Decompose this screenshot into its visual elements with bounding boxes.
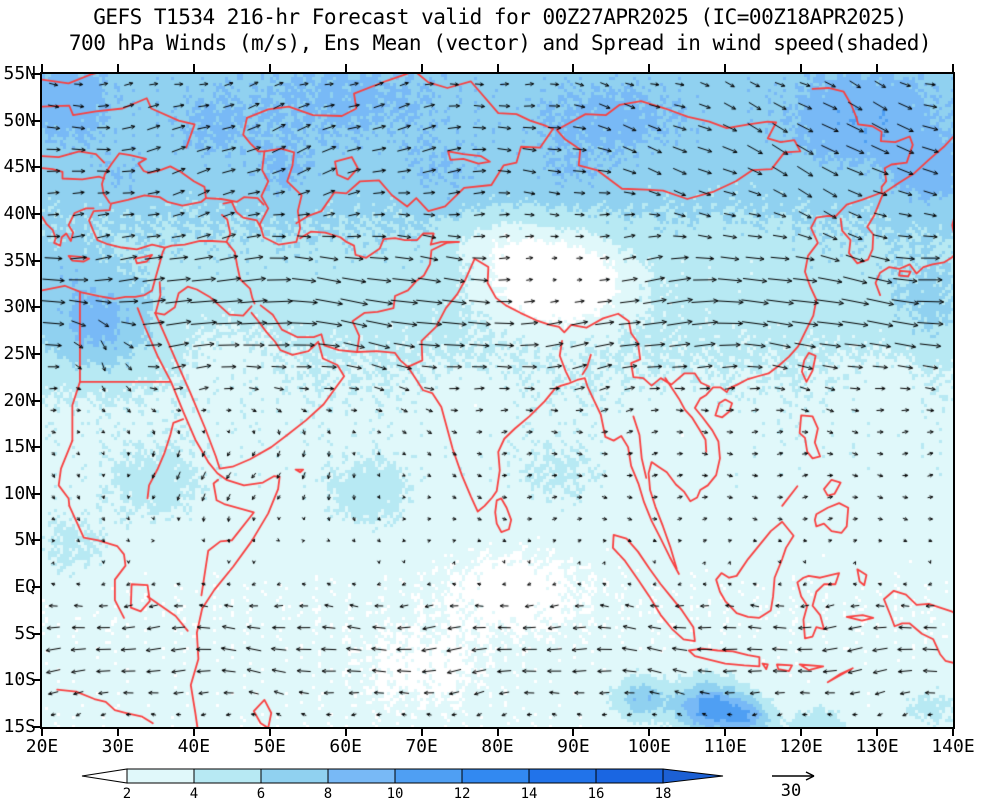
- axis-tick-top: [192, 64, 195, 72]
- axis-tick-top: [572, 64, 575, 72]
- axis-tick-bottom: [420, 729, 423, 736]
- lat-axis-label: EQ: [14, 576, 36, 598]
- colorbar-segment: [595, 768, 664, 784]
- axis-tick-top: [952, 64, 954, 72]
- map-plot-area: [40, 72, 955, 729]
- chart-subtitle: 700 hPa Winds (m/s), Ens Mean (vector) a…: [68, 31, 932, 55]
- colorbar-above-arrow: [662, 768, 724, 784]
- axis-tick-left: [32, 399, 40, 402]
- axis-tick-bottom: [800, 729, 803, 736]
- colorbar-segment: [327, 768, 396, 784]
- axis-tick-left: [32, 586, 40, 589]
- colorbar-tick-label: 18: [655, 786, 672, 802]
- lat-axis-label: 50N: [3, 109, 36, 131]
- lon-axis-label: 120E: [779, 736, 823, 757]
- axis-tick-left: [32, 632, 40, 635]
- axis-tick-left: [32, 726, 40, 728]
- colorbar-tick-label: 16: [588, 786, 605, 802]
- axis-tick-top: [344, 64, 347, 72]
- colorbar-tick-label: 12: [454, 786, 471, 802]
- lat-axis-label: 40N: [3, 202, 36, 224]
- colorbar-tick-label: 2: [123, 786, 131, 802]
- axis-tick-top: [496, 64, 499, 72]
- axis-tick-bottom: [876, 729, 879, 736]
- axis-tick-bottom: [116, 729, 119, 736]
- axis-tick-top: [268, 64, 271, 72]
- axis-tick-left: [32, 166, 40, 169]
- axis-tick-top: [116, 64, 119, 72]
- map-canvas: [42, 74, 953, 727]
- lon-axis-label: 110E: [703, 736, 747, 757]
- axis-tick-top: [648, 64, 651, 72]
- colorbar-segment: [126, 768, 195, 784]
- axis-tick-bottom: [724, 729, 727, 736]
- axis-tick-bottom: [268, 729, 271, 736]
- lon-axis-label: 90E: [557, 736, 590, 757]
- colorbar-tick-label: 14: [521, 786, 538, 802]
- lat-axis-label: 5N: [14, 529, 36, 551]
- axis-tick-bottom: [192, 729, 195, 736]
- axis-tick-bottom: [648, 729, 651, 736]
- lon-axis-label: 30E: [101, 736, 135, 757]
- chart-title: GEFS T1534 216-hr Forecast valid for 00Z…: [93, 5, 907, 29]
- axis-tick-left: [32, 212, 40, 215]
- colorbar-segment: [394, 768, 463, 784]
- colorbar-tick-label: 8: [324, 786, 332, 802]
- colorbar-tick-label: 10: [387, 786, 404, 802]
- lat-axis-label: 55N: [3, 63, 36, 84]
- axis-tick-top: [800, 64, 803, 72]
- axis-tick-top: [41, 64, 43, 72]
- lon-axis-label: 60E: [329, 736, 362, 757]
- axis-tick-left: [32, 259, 40, 262]
- lon-axis-label: 140E: [931, 736, 975, 757]
- colorbar-tick-label: 6: [257, 786, 265, 802]
- lat-axis-label: 5S: [14, 622, 36, 644]
- colorbar-segment: [193, 768, 262, 784]
- colorbar-below-arrow: [81, 768, 128, 784]
- axis-tick-bottom: [952, 729, 954, 736]
- axis-tick-bottom: [344, 729, 347, 736]
- lon-axis-label: 80E: [481, 736, 514, 757]
- reference-arrow-head: [805, 771, 815, 777]
- colorbar-tick-label: 4: [190, 786, 198, 802]
- colorbar-segment: [528, 768, 597, 784]
- axis-tick-bottom: [496, 729, 499, 736]
- axis-tick-left: [32, 352, 40, 355]
- lat-axis-label: 10N: [3, 482, 36, 504]
- axis-tick-top: [876, 64, 879, 72]
- colorbar-segment: [461, 768, 530, 784]
- lon-axis-label: 100E: [627, 736, 671, 757]
- axis-tick-left: [32, 492, 40, 495]
- axis-tick-bottom: [41, 729, 43, 736]
- lon-axis-label: 40E: [177, 736, 211, 757]
- lat-axis-label: 10S: [3, 669, 36, 691]
- lat-axis-label: 30N: [3, 296, 36, 318]
- axis-tick-left: [32, 539, 40, 542]
- axis-tick-left: [32, 119, 40, 122]
- lat-axis-label: 15S: [3, 716, 36, 737]
- axis-tick-left: [32, 73, 40, 75]
- axis-tick-left: [32, 306, 40, 309]
- lon-axis-label: 70E: [405, 736, 438, 757]
- axis-tick-left: [32, 679, 40, 682]
- axis-tick-left: [32, 446, 40, 449]
- axis-tick-bottom: [572, 729, 575, 736]
- lat-axis-label: 35N: [3, 249, 36, 271]
- lat-axis-label: 15N: [3, 436, 36, 458]
- lat-axis-label: 45N: [3, 156, 36, 178]
- lat-axis-label: 20N: [3, 389, 36, 411]
- lon-axis-label: 50E: [253, 736, 286, 757]
- axis-tick-top: [724, 64, 727, 72]
- axis-tick-top: [420, 64, 423, 72]
- colorbar: 2 4 6 8 10 12 14 16 18: [81, 768, 724, 802]
- lon-axis-label: 20E: [25, 736, 59, 757]
- lat-axis-label: 25N: [3, 342, 36, 364]
- lon-axis-label: 130E: [855, 736, 899, 757]
- reference-vector-arrow: [772, 771, 815, 781]
- reference-arrow-head: [805, 775, 815, 781]
- colorbar-segment: [260, 768, 329, 784]
- reference-vector-label: 30: [780, 781, 802, 801]
